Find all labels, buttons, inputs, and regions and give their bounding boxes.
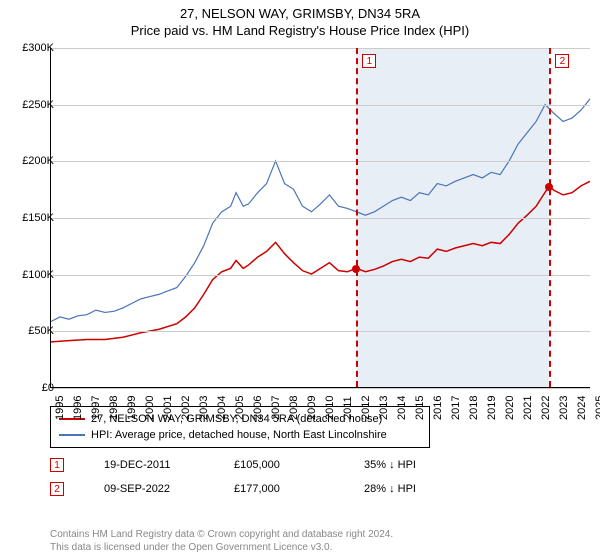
x-axis-label: 2007	[270, 396, 282, 420]
sale-delta-1: 35% ↓ HPI	[364, 459, 454, 471]
x-axis-label: 2023	[558, 396, 570, 420]
x-axis-label: 2018	[468, 396, 480, 420]
series-price_paid	[51, 181, 590, 342]
x-axis-label: 2009	[306, 396, 318, 420]
series-hpi	[51, 99, 590, 322]
sale-dot	[352, 265, 360, 273]
gridline-h	[51, 105, 590, 106]
y-axis-label: £150K	[22, 212, 54, 224]
x-axis-label: 2016	[432, 396, 444, 420]
y-axis-label: £100K	[22, 269, 54, 281]
footer-line-2: This data is licensed under the Open Gov…	[50, 541, 393, 554]
x-axis-label: 2012	[360, 396, 372, 420]
footer-line-1: Contains HM Land Registry data © Crown c…	[50, 528, 393, 541]
x-axis-label: 2006	[252, 396, 264, 420]
x-axis-label: 2001	[162, 396, 174, 420]
legend-row: HPI: Average price, detached house, Nort…	[59, 427, 421, 443]
x-axis-label: 2024	[576, 396, 588, 420]
x-axis-label: 2014	[396, 396, 408, 420]
gridline-h	[51, 48, 590, 49]
page-title: 27, NELSON WAY, GRIMSBY, DN34 5RA	[0, 0, 600, 21]
sale-marker-1: 1	[50, 458, 64, 472]
legend-label: HPI: Average price, detached house, Nort…	[91, 427, 387, 443]
page-subtitle: Price paid vs. HM Land Registry's House …	[0, 21, 600, 38]
y-axis-label: £300K	[22, 42, 54, 54]
gridline-h	[51, 331, 590, 332]
sale-date-1: 19-DEC-2011	[104, 459, 194, 471]
sale-vmarker: 2	[549, 48, 551, 387]
x-axis-label: 2002	[180, 396, 192, 420]
footer-text: Contains HM Land Registry data © Crown c…	[50, 528, 393, 554]
x-axis-label: 2022	[540, 396, 552, 420]
x-axis-label: 1995	[54, 396, 66, 420]
sale-vmarker-label: 2	[555, 54, 569, 68]
x-axis-label: 2017	[450, 396, 462, 420]
x-axis-label: 2000	[144, 396, 156, 420]
chart-plot-area: 12	[50, 48, 590, 388]
y-axis-label: £50K	[28, 325, 54, 337]
gridline-h	[51, 161, 590, 162]
x-axis-label: 2021	[522, 396, 534, 420]
x-axis-label: 2025	[594, 396, 600, 420]
sale-vmarker-label: 1	[362, 54, 376, 68]
x-axis-label: 2019	[486, 396, 498, 420]
x-axis-label: 2003	[198, 396, 210, 420]
sale-date-2: 09-SEP-2022	[104, 483, 194, 495]
y-axis-label: £200K	[22, 155, 54, 167]
legend-swatch	[59, 434, 85, 436]
sale-delta-2: 28% ↓ HPI	[364, 483, 454, 495]
x-axis-label: 2013	[378, 396, 390, 420]
sale-marker-2: 2	[50, 482, 64, 496]
x-axis-label: 1996	[72, 396, 84, 420]
sale-row-1: 1 19-DEC-2011 £105,000 35% ↓ HPI	[50, 458, 454, 472]
x-axis-label: 2020	[504, 396, 516, 420]
x-axis-label: 2015	[414, 396, 426, 420]
sale-row-2: 2 09-SEP-2022 £177,000 28% ↓ HPI	[50, 482, 454, 496]
sale-dot	[545, 183, 553, 191]
gridline-h	[51, 218, 590, 219]
x-axis-label: 2005	[234, 396, 246, 420]
sale-price-1: £105,000	[234, 459, 324, 471]
x-axis-label: 2011	[342, 396, 354, 420]
y-axis-label: £0	[42, 382, 54, 394]
sale-vmarker: 1	[356, 48, 358, 387]
gridline-h	[51, 275, 590, 276]
gridline-h	[51, 388, 590, 389]
y-axis-label: £250K	[22, 99, 54, 111]
x-axis-label: 1998	[108, 396, 120, 420]
x-axis-label: 2008	[288, 396, 300, 420]
x-axis-label: 1999	[126, 396, 138, 420]
x-axis-label: 2010	[324, 396, 336, 420]
x-axis-label: 1997	[90, 396, 102, 420]
x-axis-label: 2004	[216, 396, 228, 420]
sale-price-2: £177,000	[234, 483, 324, 495]
